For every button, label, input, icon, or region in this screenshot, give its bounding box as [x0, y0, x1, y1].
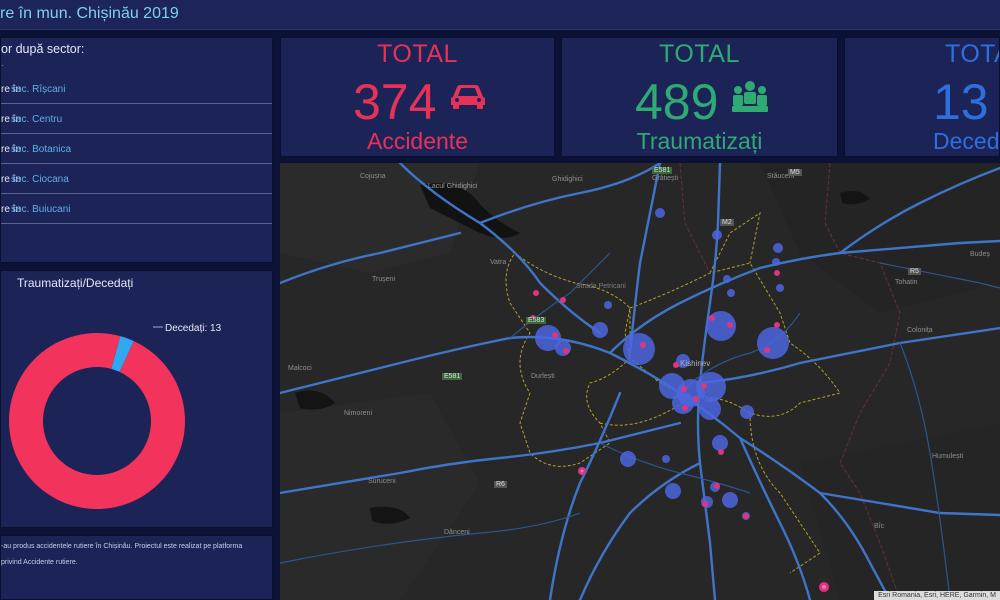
road-badge-r6: R6: [494, 481, 507, 488]
road-badge-m5: M5: [788, 169, 802, 176]
sector-item-ciocana[interactable]: re în sec. Ciocana: [1, 164, 272, 194]
description-line-1: -au produs accidentele rutiere în Chișin…: [1, 543, 243, 550]
map-label-tohatin: Tohatin: [895, 279, 918, 286]
sector-item-name: sec. Botanica: [11, 144, 72, 155]
map-view[interactable]: Cojușna Lacul Ghidighici Ghidighici Grăt…: [280, 163, 1000, 600]
map-label-colonita: Colonița: [907, 327, 933, 334]
stat-value: 13: [933, 74, 989, 130]
sector-item-prefix: re în: [1, 204, 22, 215]
sector-item-name: sec. Buiucani: [11, 204, 71, 215]
page-title: re în mun. Chișinău 2019: [0, 5, 179, 22]
donut-slice-traumatizați[interactable]: [8, 333, 185, 509]
donut-slice-decedați[interactable]: [111, 336, 134, 372]
road-badge-m2: M2: [720, 219, 734, 226]
sector-panel-title: or după sector:: [1, 42, 85, 56]
car-icon: [451, 85, 485, 109]
map-label-lacul: Lacul Ghidighici: [428, 183, 478, 190]
title-bar: re în mun. Chișinău 2019: [0, 0, 1000, 30]
map-label-durlesti: Durlești: [531, 373, 555, 380]
stat-label: TOTAL: [659, 40, 740, 68]
sector-item-prefix: re în: [1, 174, 22, 185]
stat-traumatizati: TOTAL 489 Traumatizați: [561, 37, 838, 157]
map-attribution[interactable]: Esri Romania, Esri, HERE, Garmin, M: [874, 591, 1000, 600]
map-label-humulesti: Humulești: [932, 453, 964, 460]
map-label-suruceni: Suruceni: [368, 478, 396, 485]
sector-item-prefix: re în: [1, 144, 22, 155]
map-label-strada: Strada Petricani: [576, 283, 626, 290]
road-badge-r5: R5: [908, 268, 921, 275]
donut-label-decedati: Decedați: 13: [165, 323, 222, 334]
sector-item-buiucani[interactable]: re în sec. Buiucani: [1, 194, 272, 224]
sector-panel: or după sector: . re în sec. Rîșcani re …: [0, 37, 273, 263]
people-icon: [732, 81, 768, 112]
description-line-2: privind Accidente rutiere.: [1, 559, 78, 566]
sector-item-riscani[interactable]: re în sec. Rîșcani: [1, 74, 272, 104]
stat-accidente: TOTAL 374 Accidente: [280, 37, 555, 157]
map-label-nimoreni: Nimoreni: [344, 410, 373, 417]
sector-item-name: sec. Centru: [11, 114, 63, 125]
map-label-bic: Bîc: [874, 523, 885, 530]
sector-item-centru[interactable]: re în sec. Centru: [1, 104, 272, 134]
road-badge-e581: E581: [442, 373, 463, 380]
map-label-kishinev: Kishinev: [680, 359, 711, 368]
sector-item-botanica[interactable]: re în sec. Botanica: [1, 134, 272, 164]
sector-panel-subtitle: .: [1, 58, 4, 68]
donut-panel: Traumatizați/Decedați Decedați: 13: [0, 270, 273, 528]
map-label-truseni: Trușeni: [372, 276, 396, 283]
road-badge-e581-north: E581: [652, 167, 673, 174]
stat-label: TOTA: [945, 40, 999, 68]
sector-item-name: sec. Ciocana: [11, 174, 69, 185]
stat-label: TOTAL: [377, 40, 458, 68]
stat-value: 374: [353, 74, 437, 130]
map-label-gratiesti: Grătiești: [652, 175, 679, 182]
map-label-vatra: Vatra: [490, 259, 507, 266]
stat-value: 489: [635, 74, 719, 130]
map-label-budesti: Budeș: [970, 251, 990, 258]
map-label-cojusna: Cojușna: [360, 173, 386, 180]
stat-caption: Traumatizați: [636, 128, 763, 154]
donut-chart: Decedați: 13: [8, 323, 222, 509]
map-canvas[interactable]: [280, 163, 1000, 600]
sector-item-prefix: re în: [1, 84, 22, 95]
description-panel: -au produs accidentele rutiere în Chișin…: [0, 535, 273, 600]
stat-caption: Deced: [933, 128, 1000, 154]
stat-decedati: TOTA 13 Deced: [844, 37, 1000, 157]
donut-title: Traumatizați/Decedați: [17, 276, 134, 290]
map-label-danceni: Dănceni: [444, 529, 470, 536]
sector-item-prefix: re în: [1, 114, 22, 125]
map-label-stauceni: Stăuceni: [767, 173, 795, 180]
sector-item-name: sec. Rîșcani: [11, 84, 66, 95]
map-label-ghidighici: Ghidighici: [552, 176, 583, 183]
road-badge-e583: E583: [526, 317, 547, 324]
map-label-malcoci: Malcoci: [288, 365, 312, 372]
stat-caption: Accidente: [366, 128, 468, 154]
